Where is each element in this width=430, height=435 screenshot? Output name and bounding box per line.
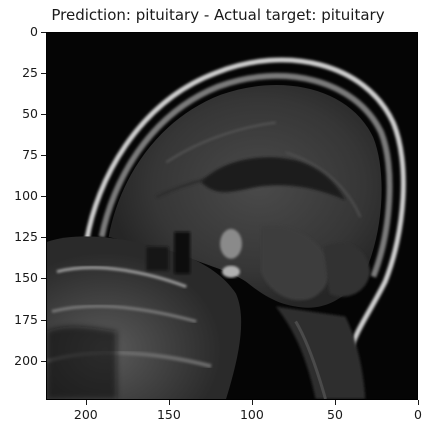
x-tick-label: 150 (156, 407, 181, 422)
y-tick-mark (41, 32, 46, 33)
plot-title: Prediction: pituitary - Actual target: p… (51, 6, 385, 24)
x-tick-mark (85, 400, 87, 405)
y-tick-mark (41, 155, 46, 157)
x-tick-mark (418, 400, 419, 405)
y-tick-mark (41, 196, 46, 198)
x-tick-mark (251, 400, 253, 405)
y-tick-label: 175 (14, 311, 38, 327)
y-tick-mark (41, 278, 46, 280)
y-tick-label: 25 (22, 65, 38, 81)
x-tick-mark (334, 400, 336, 405)
scalp-rim (84, 57, 406, 352)
y-tick-mark (41, 73, 46, 75)
y-tick-label: 125 (14, 229, 38, 245)
brain-mri-image (47, 33, 417, 399)
y-tick-label: 200 (14, 352, 38, 368)
y-tick-label: 50 (22, 106, 38, 122)
x-tick-label: 50 (327, 407, 343, 422)
y-tick-mark (41, 114, 46, 116)
x-tick-label: 100 (239, 407, 264, 422)
y-tick-label: 0 (30, 24, 38, 39)
x-tick-label: 200 (73, 407, 98, 422)
y-tick-mark (41, 360, 46, 362)
x-tick-mark (168, 400, 170, 405)
y-tick-mark (41, 319, 46, 321)
y-tick-mark (41, 237, 46, 239)
y-tick-label: 100 (14, 188, 38, 204)
x-tick-label: 0 (414, 407, 422, 422)
pituitary-lesion (220, 228, 242, 259)
image-axes (46, 32, 418, 400)
y-tick-label: 75 (22, 147, 38, 163)
y-tick-label: 150 (14, 270, 38, 286)
